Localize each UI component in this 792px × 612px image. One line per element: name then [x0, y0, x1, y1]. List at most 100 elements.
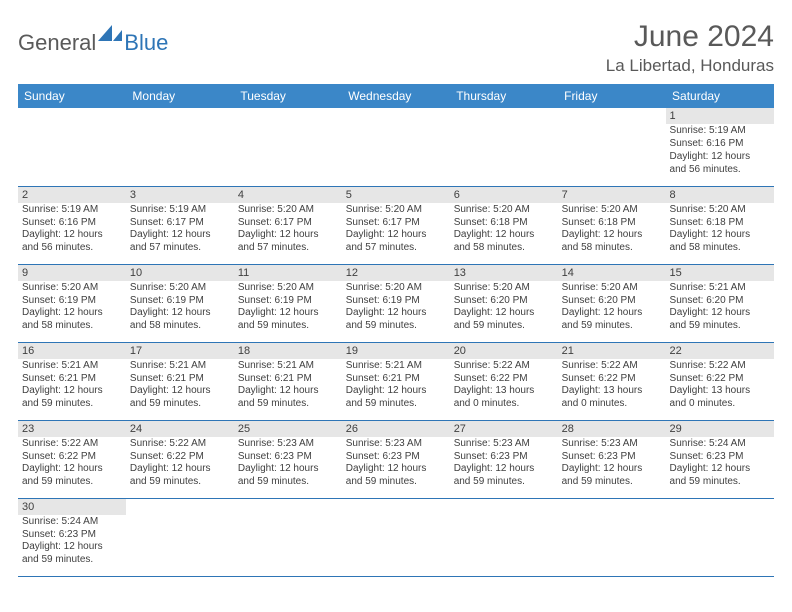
weekday-header: Tuesday — [234, 84, 342, 108]
daylight-text: Daylight: 12 hours and 58 minutes. — [130, 307, 230, 333]
sunrise-text: Sunrise: 5:22 AM — [562, 360, 662, 373]
daylight-text: Daylight: 13 hours and 0 minutes. — [562, 385, 662, 411]
day-number: 4 — [234, 187, 342, 203]
daylight-text: Daylight: 12 hours and 59 minutes. — [130, 385, 230, 411]
sunset-text: Sunset: 6:19 PM — [130, 295, 230, 308]
daylight-text: Daylight: 12 hours and 56 minutes. — [670, 151, 770, 177]
sunrise-text: Sunrise: 5:21 AM — [130, 360, 230, 373]
sunset-text: Sunset: 6:23 PM — [22, 529, 122, 542]
sunset-text: Sunset: 6:20 PM — [454, 295, 554, 308]
sunset-text: Sunset: 6:22 PM — [670, 373, 770, 386]
day-number: 22 — [666, 343, 774, 359]
day-details: Sunrise: 5:21 AMSunset: 6:21 PMDaylight:… — [18, 359, 126, 413]
sunrise-text: Sunrise: 5:20 AM — [346, 204, 446, 217]
day-number: 30 — [18, 499, 126, 515]
week-row: 16Sunrise: 5:21 AMSunset: 6:21 PMDayligh… — [18, 342, 774, 420]
logo: General Blue — [18, 30, 168, 56]
day-details: Sunrise: 5:22 AMSunset: 6:22 PMDaylight:… — [18, 437, 126, 491]
sunset-text: Sunset: 6:19 PM — [346, 295, 446, 308]
daylight-text: Daylight: 12 hours and 59 minutes. — [346, 463, 446, 489]
sunset-text: Sunset: 6:20 PM — [670, 295, 770, 308]
day-number: 6 — [450, 187, 558, 203]
daylight-text: Daylight: 12 hours and 58 minutes. — [562, 229, 662, 255]
day-details: Sunrise: 5:23 AMSunset: 6:23 PMDaylight:… — [558, 437, 666, 491]
day-cell: 8Sunrise: 5:20 AMSunset: 6:18 PMDaylight… — [666, 186, 774, 264]
sunrise-text: Sunrise: 5:19 AM — [670, 125, 770, 138]
week-row: 9Sunrise: 5:20 AMSunset: 6:19 PMDaylight… — [18, 264, 774, 342]
day-details: Sunrise: 5:23 AMSunset: 6:23 PMDaylight:… — [342, 437, 450, 491]
day-number: 26 — [342, 421, 450, 437]
day-cell: 26Sunrise: 5:23 AMSunset: 6:23 PMDayligh… — [342, 420, 450, 498]
sunrise-text: Sunrise: 5:22 AM — [22, 438, 122, 451]
daylight-text: Daylight: 12 hours and 59 minutes. — [562, 463, 662, 489]
week-row: 23Sunrise: 5:22 AMSunset: 6:22 PMDayligh… — [18, 420, 774, 498]
sunset-text: Sunset: 6:21 PM — [238, 373, 338, 386]
sunset-text: Sunset: 6:22 PM — [562, 373, 662, 386]
day-cell: 19Sunrise: 5:21 AMSunset: 6:21 PMDayligh… — [342, 342, 450, 420]
sunset-text: Sunset: 6:21 PM — [346, 373, 446, 386]
day-number: 15 — [666, 265, 774, 281]
day-cell — [126, 108, 234, 186]
sunrise-text: Sunrise: 5:22 AM — [454, 360, 554, 373]
day-number: 11 — [234, 265, 342, 281]
calendar-body: 1Sunrise: 5:19 AMSunset: 6:16 PMDaylight… — [18, 108, 774, 576]
sunset-text: Sunset: 6:21 PM — [22, 373, 122, 386]
daylight-text: Daylight: 12 hours and 58 minutes. — [22, 307, 122, 333]
sunset-text: Sunset: 6:23 PM — [238, 451, 338, 464]
daylight-text: Daylight: 12 hours and 59 minutes. — [346, 385, 446, 411]
day-cell: 14Sunrise: 5:20 AMSunset: 6:20 PMDayligh… — [558, 264, 666, 342]
day-details: Sunrise: 5:19 AMSunset: 6:17 PMDaylight:… — [126, 203, 234, 257]
day-details: Sunrise: 5:20 AMSunset: 6:19 PMDaylight:… — [342, 281, 450, 335]
day-number: 12 — [342, 265, 450, 281]
sunrise-text: Sunrise: 5:23 AM — [562, 438, 662, 451]
day-details: Sunrise: 5:20 AMSunset: 6:20 PMDaylight:… — [558, 281, 666, 335]
logo-word2: Blue — [124, 30, 168, 56]
sunset-text: Sunset: 6:18 PM — [454, 217, 554, 230]
daylight-text: Daylight: 12 hours and 57 minutes. — [130, 229, 230, 255]
day-cell: 13Sunrise: 5:20 AMSunset: 6:20 PMDayligh… — [450, 264, 558, 342]
sunset-text: Sunset: 6:21 PM — [130, 373, 230, 386]
day-number: 25 — [234, 421, 342, 437]
day-cell: 4Sunrise: 5:20 AMSunset: 6:17 PMDaylight… — [234, 186, 342, 264]
sunrise-text: Sunrise: 5:23 AM — [238, 438, 338, 451]
sunrise-text: Sunrise: 5:20 AM — [454, 204, 554, 217]
day-details: Sunrise: 5:21 AMSunset: 6:21 PMDaylight:… — [234, 359, 342, 413]
daylight-text: Daylight: 12 hours and 59 minutes. — [670, 463, 770, 489]
sunrise-text: Sunrise: 5:19 AM — [130, 204, 230, 217]
day-number: 18 — [234, 343, 342, 359]
sunrise-text: Sunrise: 5:20 AM — [562, 204, 662, 217]
day-cell: 24Sunrise: 5:22 AMSunset: 6:22 PMDayligh… — [126, 420, 234, 498]
sunset-text: Sunset: 6:16 PM — [22, 217, 122, 230]
sunrise-text: Sunrise: 5:20 AM — [130, 282, 230, 295]
day-number: 10 — [126, 265, 234, 281]
day-number: 7 — [558, 187, 666, 203]
daylight-text: Daylight: 12 hours and 57 minutes. — [238, 229, 338, 255]
day-number: 23 — [18, 421, 126, 437]
day-details: Sunrise: 5:21 AMSunset: 6:21 PMDaylight:… — [342, 359, 450, 413]
day-number: 14 — [558, 265, 666, 281]
day-cell: 23Sunrise: 5:22 AMSunset: 6:22 PMDayligh… — [18, 420, 126, 498]
day-number: 2 — [18, 187, 126, 203]
daylight-text: Daylight: 12 hours and 59 minutes. — [454, 463, 554, 489]
calendar-page: General Blue June 2024 La Libertad, Hond… — [0, 0, 792, 577]
day-cell: 11Sunrise: 5:20 AMSunset: 6:19 PMDayligh… — [234, 264, 342, 342]
daylight-text: Daylight: 12 hours and 59 minutes. — [238, 463, 338, 489]
day-number: 16 — [18, 343, 126, 359]
daylight-text: Daylight: 12 hours and 57 minutes. — [346, 229, 446, 255]
sunset-text: Sunset: 6:19 PM — [22, 295, 122, 308]
daylight-text: Daylight: 12 hours and 59 minutes. — [130, 463, 230, 489]
day-cell: 28Sunrise: 5:23 AMSunset: 6:23 PMDayligh… — [558, 420, 666, 498]
day-cell — [18, 108, 126, 186]
daylight-text: Daylight: 12 hours and 59 minutes. — [22, 541, 122, 567]
sunrise-text: Sunrise: 5:24 AM — [670, 438, 770, 451]
sunrise-text: Sunrise: 5:21 AM — [346, 360, 446, 373]
day-cell: 20Sunrise: 5:22 AMSunset: 6:22 PMDayligh… — [450, 342, 558, 420]
day-cell: 1Sunrise: 5:19 AMSunset: 6:16 PMDaylight… — [666, 108, 774, 186]
weekday-header: Saturday — [666, 84, 774, 108]
day-number: 21 — [558, 343, 666, 359]
day-cell: 21Sunrise: 5:22 AMSunset: 6:22 PMDayligh… — [558, 342, 666, 420]
week-row: 30Sunrise: 5:24 AMSunset: 6:23 PMDayligh… — [18, 498, 774, 576]
daylight-text: Daylight: 12 hours and 59 minutes. — [238, 307, 338, 333]
day-details: Sunrise: 5:20 AMSunset: 6:19 PMDaylight:… — [234, 281, 342, 335]
day-details: Sunrise: 5:20 AMSunset: 6:19 PMDaylight:… — [18, 281, 126, 335]
